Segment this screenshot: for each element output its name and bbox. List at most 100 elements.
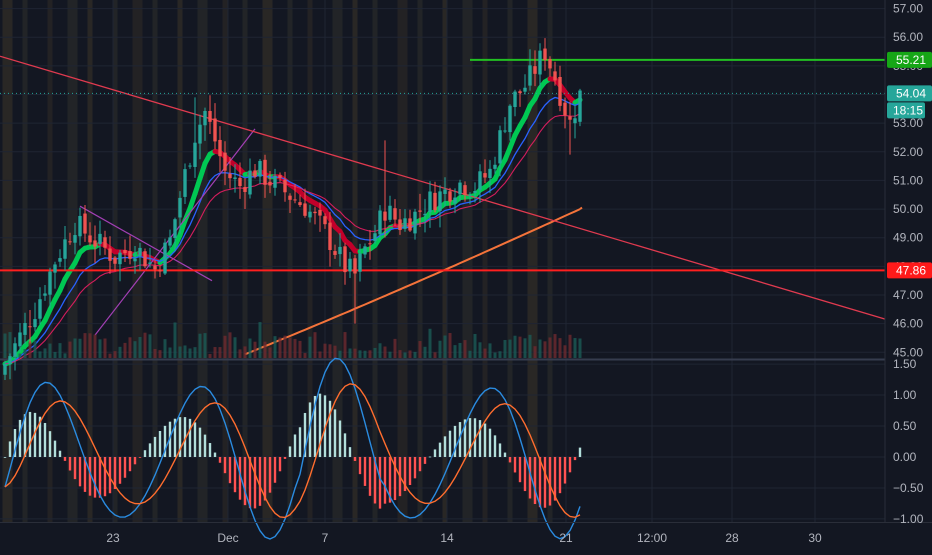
time-tick-label: 14 (440, 531, 454, 545)
candle-body (28, 326, 31, 327)
histogram-bar (284, 457, 286, 459)
volume-bar (184, 345, 187, 358)
candle-body (33, 319, 36, 327)
histogram-bar (224, 457, 226, 473)
histogram-bar (194, 422, 196, 457)
histogram-bar (149, 443, 151, 457)
candle-body (433, 193, 436, 210)
histogram-bar (564, 457, 566, 484)
volume-bar (234, 337, 237, 358)
volume-bar (484, 349, 487, 358)
volume-bar (559, 338, 562, 358)
volume-bar (419, 341, 422, 358)
volume-bar (519, 337, 522, 358)
candle-body (468, 195, 471, 196)
candle-body (418, 210, 421, 211)
histogram-bar (439, 443, 441, 457)
volume-bar (99, 339, 102, 358)
histogram-bar (279, 457, 281, 471)
histogram-bar (294, 434, 296, 456)
candle-body (298, 202, 301, 205)
candle-body (123, 250, 126, 253)
histogram-bar (289, 446, 291, 457)
histogram-bar (209, 443, 211, 457)
volume-bar (39, 351, 42, 358)
volume-bar (474, 334, 477, 358)
candle-body (563, 103, 566, 116)
histogram-bar (204, 435, 206, 457)
histogram-bar (364, 457, 366, 486)
volume-bar (534, 346, 537, 358)
candle-body (483, 173, 486, 177)
candle-body (48, 272, 51, 295)
candle-body (533, 66, 536, 74)
volume-bar (449, 333, 452, 358)
candle-body (508, 106, 511, 132)
volume-bar (264, 342, 267, 358)
volume-bar (574, 338, 577, 358)
histogram-bar (544, 457, 546, 508)
histogram-bar (414, 457, 416, 478)
candle-body (363, 246, 366, 254)
oscillator-tick-label: 1.00 (893, 388, 917, 402)
candle-body (138, 248, 141, 256)
candle-body (473, 191, 476, 193)
volume-bar (79, 339, 82, 358)
candle-body (448, 191, 451, 201)
volume-bar (359, 350, 362, 358)
volume-bar (239, 349, 242, 358)
histogram-bar (504, 453, 506, 457)
candle-body (263, 160, 266, 185)
session-band (373, 0, 378, 522)
volume-bar (294, 339, 297, 358)
price-tick-label: 49.00 (893, 231, 923, 245)
histogram-bar (494, 435, 496, 457)
histogram-bar (449, 431, 451, 457)
volume-bar (499, 351, 502, 358)
volume-bar (369, 350, 372, 358)
candle-body (503, 131, 506, 132)
candle-body (343, 246, 346, 272)
price-tick-label: 52.00 (893, 145, 923, 159)
histogram-bar (354, 457, 356, 461)
oscillator-tick-label: −0.50 (893, 481, 924, 495)
histogram-bar (479, 420, 481, 457)
volume-bar (129, 337, 132, 358)
volume-bar (409, 350, 412, 358)
candle-body (383, 212, 386, 221)
volume-bar (454, 345, 457, 358)
histogram-bar (559, 457, 561, 493)
histogram-bar (254, 457, 256, 508)
candle-body (453, 198, 456, 204)
histogram-bar (59, 451, 61, 457)
volume-bar (314, 332, 317, 358)
volume-bar (334, 346, 337, 358)
time-tick-label: 23 (106, 531, 120, 545)
session-band (398, 0, 408, 522)
volume-bar (249, 339, 252, 358)
candle-body (153, 266, 156, 270)
candle-body (183, 169, 186, 197)
volume-bar (169, 347, 172, 358)
histogram-bar (64, 457, 66, 461)
candle-body (273, 176, 276, 188)
volume-bar (204, 333, 207, 358)
volume-bar (494, 353, 497, 358)
histogram-bar (574, 457, 576, 460)
histogram-bar (329, 401, 331, 457)
volume-bar (214, 347, 217, 358)
volume-bar (444, 336, 447, 358)
session-band (263, 0, 273, 522)
volume-bar (89, 333, 92, 358)
volume-bar (319, 351, 322, 358)
volume-bar (144, 333, 147, 358)
volume-bar (374, 348, 377, 358)
oscillator-tick-label: 1.50 (893, 357, 917, 371)
volume-bar (229, 332, 232, 358)
session-band (88, 0, 93, 522)
candle-body (488, 169, 491, 178)
histogram-bar (299, 427, 301, 457)
candle-body (413, 212, 416, 234)
